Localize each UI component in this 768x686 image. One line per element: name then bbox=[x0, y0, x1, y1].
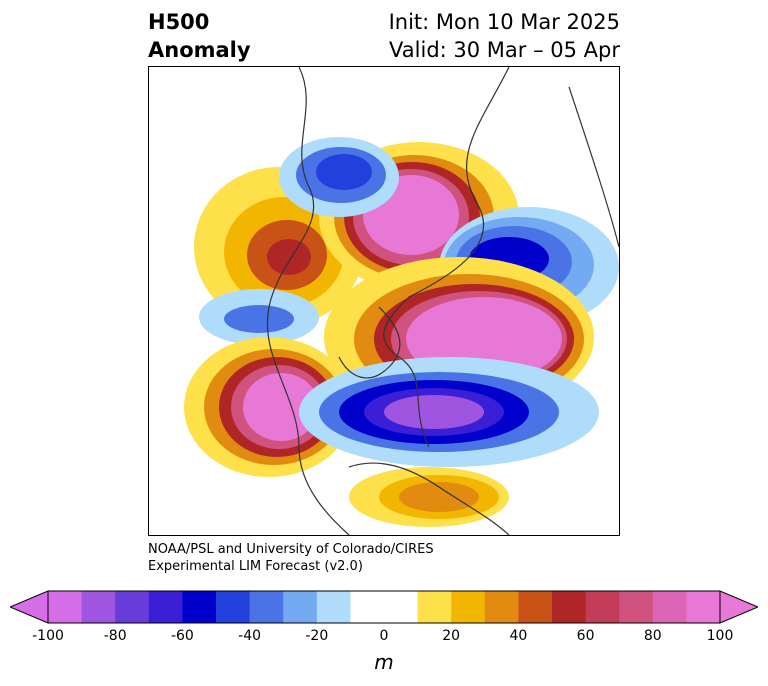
colorbar-tick-label: -100 bbox=[32, 628, 64, 644]
colorbar-cell bbox=[417, 591, 452, 623]
colorbar-cell bbox=[585, 591, 620, 623]
colorbar-tick-label: 40 bbox=[509, 628, 528, 644]
anomaly-canada-low bbox=[299, 357, 599, 467]
colorbar bbox=[10, 590, 758, 624]
valid-date: Valid: 30 Mar – 05 Apr bbox=[389, 38, 620, 62]
anomaly-map bbox=[148, 66, 620, 536]
colorbar-cell bbox=[484, 591, 519, 623]
forecast-dates: Init: Mon 10 Mar 2025 Valid: 30 Mar – 05… bbox=[389, 8, 620, 64]
colorbar-cell bbox=[81, 591, 116, 623]
anomaly-arctic-low bbox=[279, 137, 399, 217]
colorbar-tick-label: 60 bbox=[576, 628, 595, 644]
coastlines bbox=[266, 67, 619, 535]
colorbar-cell bbox=[216, 591, 251, 623]
colorbar-tick-label: -80 bbox=[103, 628, 127, 644]
colorbar-cell bbox=[115, 591, 150, 623]
colorbar-cell bbox=[686, 591, 721, 623]
colorbar-cell bbox=[316, 591, 351, 623]
colorbar-cell bbox=[518, 591, 553, 623]
anomaly-pacific-low bbox=[199, 289, 319, 345]
colorbar-outline bbox=[47, 590, 721, 624]
colorbar-cell bbox=[350, 591, 385, 623]
colorbar-unit: m bbox=[374, 650, 394, 674]
colorbar-cell bbox=[283, 591, 318, 623]
title-line-2: Anomaly bbox=[148, 38, 251, 62]
colorbar-tick-label: -20 bbox=[305, 628, 329, 644]
map-title: H500 Anomaly bbox=[148, 8, 251, 64]
colorbar-cell bbox=[652, 591, 687, 623]
colorbar-cell bbox=[384, 591, 419, 623]
credit-line-1: NOAA/PSL and University of Colorado/CIRE… bbox=[148, 542, 434, 557]
colorbar-cell bbox=[148, 591, 183, 623]
anomaly-southern-high bbox=[349, 467, 509, 527]
colorbar-cell bbox=[249, 591, 284, 623]
credit-line-2: Experimental LIM Forecast (v2.0) bbox=[148, 559, 363, 574]
colorbar-min-arrow bbox=[10, 590, 49, 624]
colorbar-cell bbox=[182, 591, 217, 623]
title-line-1: H500 bbox=[148, 10, 210, 34]
map-canvas bbox=[184, 67, 619, 535]
colorbar-tick-label: 0 bbox=[379, 628, 389, 644]
colorbar-tick-label: -60 bbox=[170, 628, 194, 644]
colorbar-tick-label: -40 bbox=[238, 628, 262, 644]
colorbar-cell bbox=[48, 591, 83, 623]
init-date: Init: Mon 10 Mar 2025 bbox=[388, 10, 620, 34]
credit-text: NOAA/PSL and University of Colorado/CIRE… bbox=[148, 541, 434, 575]
colorbar-max-arrow bbox=[719, 590, 758, 624]
colorbar-tick-label: 20 bbox=[442, 628, 461, 644]
colorbar-cell bbox=[451, 591, 486, 623]
colorbar-cell bbox=[619, 591, 654, 623]
colorbar-tick-label: 80 bbox=[643, 628, 662, 644]
colorbar-cell bbox=[552, 591, 587, 623]
anomaly-north-pacific-high bbox=[184, 337, 354, 477]
colorbar-tick-label: 100 bbox=[706, 628, 734, 644]
